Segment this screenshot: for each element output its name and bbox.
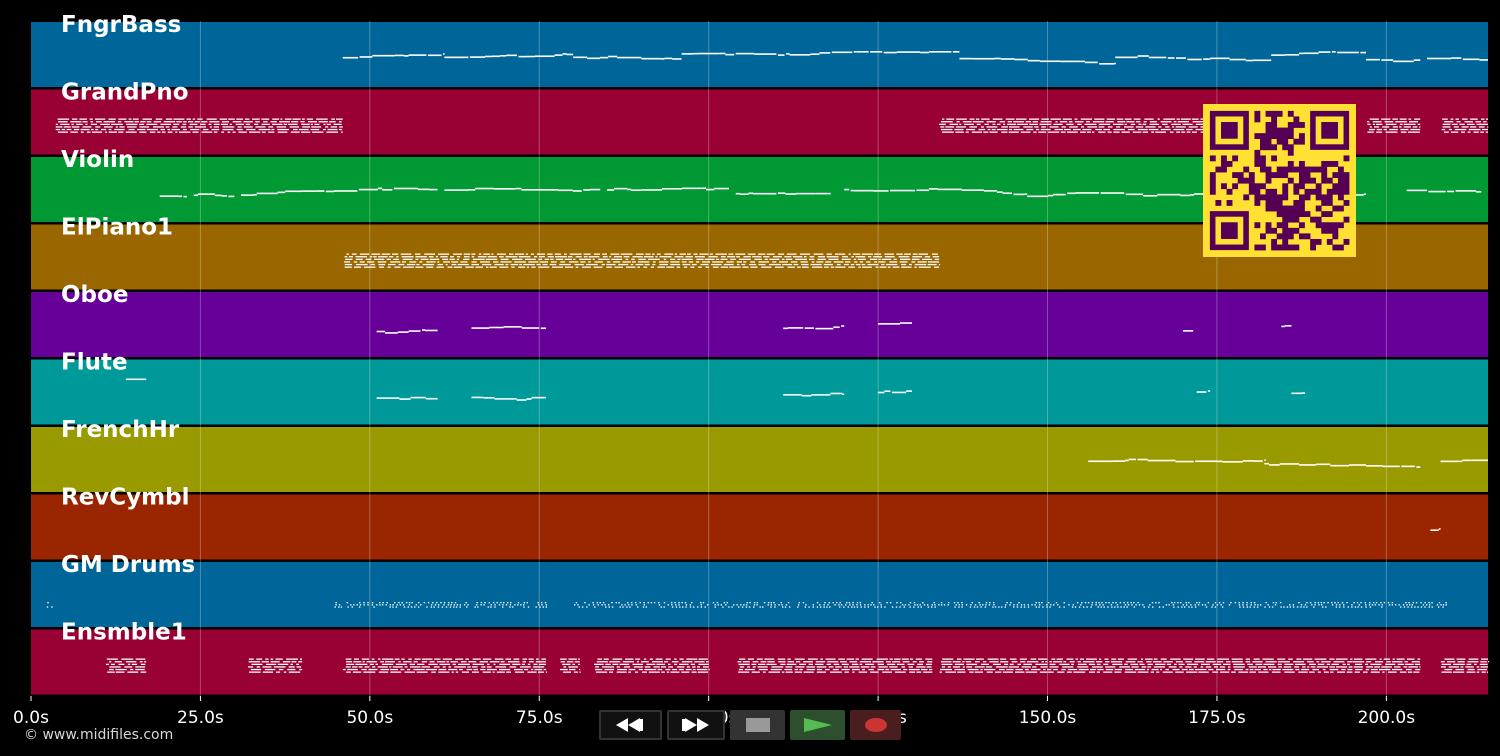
track-label-gm-drums: GM Drums — [61, 552, 195, 578]
note-segment-fngrbass — [1366, 58, 1394, 61]
note-segment-frenchhr — [1440, 459, 1488, 463]
note-segment-fngrbass — [1115, 55, 1272, 62]
note-segment-fngrbass — [1393, 59, 1421, 63]
play-button[interactable] — [790, 710, 845, 740]
play-icon — [803, 718, 832, 732]
copyright-text: © www.midifiles.com — [24, 727, 174, 743]
time-tick-label: 50.0s — [346, 708, 393, 728]
note-segment-violin — [607, 187, 730, 192]
track-label-oboe: Oboe — [61, 282, 128, 308]
rewind-button[interactable] — [599, 710, 662, 740]
note-segment-violin — [159, 195, 187, 198]
note-segment-violin — [193, 193, 235, 198]
track-label-revcymbl: RevCymbl — [61, 485, 190, 511]
note-segment-gm-drums — [1442, 602, 1447, 608]
note-segment-fngrbass — [1427, 57, 1488, 61]
note-segment-ensmble1 — [248, 658, 303, 673]
note-segment-ensmble1 — [737, 658, 933, 673]
note-segment-flute — [1291, 392, 1306, 395]
note-segment-ensmble1 — [939, 658, 1049, 673]
note-segment-oboe — [376, 329, 438, 334]
note-segment-flute — [878, 390, 912, 394]
note-segment-gm-drums — [46, 602, 53, 608]
note-segment-frenchhr — [1366, 465, 1421, 468]
note-segment-ensmble1 — [105, 658, 147, 673]
fast-forward-button[interactable] — [667, 710, 725, 740]
note-segment-frenchhr — [1264, 462, 1367, 467]
track-label-ensmble1: Ensmble1 — [61, 620, 187, 646]
note-segment-flute — [471, 396, 547, 401]
note-segment-ensmble1 — [1231, 658, 1353, 673]
note-segment-revcymbl — [1430, 528, 1441, 532]
note-segment-elpiano1 — [344, 253, 941, 268]
lane-flute — [31, 359, 1488, 425]
note-segment-violin — [735, 192, 831, 196]
transport-bar — [599, 710, 901, 740]
note-segment-violin — [241, 187, 438, 196]
note-segment-ensmble1 — [342, 658, 548, 673]
fast-forward-icon — [682, 718, 709, 732]
rewind-icon — [615, 718, 643, 732]
record-icon — [864, 718, 887, 732]
lane-revcymbl — [31, 494, 1488, 560]
note-segment-fngrbass — [810, 51, 960, 56]
note-segment-oboe — [878, 322, 912, 325]
note-segment-grandpno — [1367, 118, 1421, 133]
time-tick-label: 150.0s — [1019, 708, 1077, 728]
note-segment-grandpno — [55, 118, 343, 133]
note-mark — [125, 378, 147, 381]
note-segment-ensmble1 — [1440, 658, 1490, 673]
note-segment-flute — [783, 392, 845, 397]
note-segment-oboe — [1183, 330, 1194, 332]
track-label-grandpno: GrandPno — [61, 80, 189, 106]
note-segment-flute — [1196, 390, 1211, 393]
note-segment-violin — [1406, 189, 1482, 193]
note-segment-ensmble1 — [594, 658, 710, 673]
record-button[interactable] — [850, 710, 901, 740]
note-segment-fngrbass — [342, 53, 445, 59]
note-segment-violin — [444, 187, 601, 192]
lane-oboe — [31, 292, 1488, 357]
note-segment-fngrbass — [1271, 51, 1367, 56]
note-segment-gm-drums — [334, 602, 548, 608]
lane-frenchhr — [31, 427, 1488, 492]
time-tick-label: 200.0s — [1358, 708, 1416, 728]
note-segment-ensmble1 — [1352, 658, 1421, 673]
stop-icon — [745, 718, 770, 732]
note-segment-fngrbass — [681, 52, 811, 56]
stop-button[interactable] — [730, 710, 785, 740]
time-tick-label: 75.0s — [516, 708, 563, 728]
note-segment-fngrbass — [444, 53, 574, 59]
note-segment-frenchhr — [1088, 458, 1266, 463]
note-segment-grandpno — [1441, 118, 1489, 133]
note-segment-oboe — [783, 325, 845, 330]
note-segment-ensmble1 — [559, 658, 581, 673]
lane-gm-drums — [31, 562, 1488, 627]
note-segment-gm-drums — [574, 602, 1442, 608]
note-segment-violin — [844, 188, 1028, 196]
track-label-violin: Violin — [61, 147, 134, 173]
note-segment-flute — [376, 396, 438, 400]
note-segment-fngrbass — [573, 55, 682, 60]
time-tick-label: 0.0s — [13, 708, 49, 728]
time-tick-label: 175.0s — [1188, 708, 1246, 728]
time-tick-label: 25.0s — [177, 708, 224, 728]
track-label-frenchhr: FrenchHr — [61, 417, 180, 443]
note-segment-oboe — [471, 326, 547, 330]
note-segment-ensmble1 — [1048, 658, 1231, 673]
track-label-fngrbass: FngrBass — [61, 12, 181, 38]
note-segment-fngrbass — [959, 57, 1116, 65]
note-segment-oboe — [1281, 324, 1292, 328]
track-label-flute: Flute — [61, 350, 128, 376]
qr-code — [1203, 104, 1356, 257]
track-label-elpiano1: ElPiano1 — [61, 215, 173, 241]
